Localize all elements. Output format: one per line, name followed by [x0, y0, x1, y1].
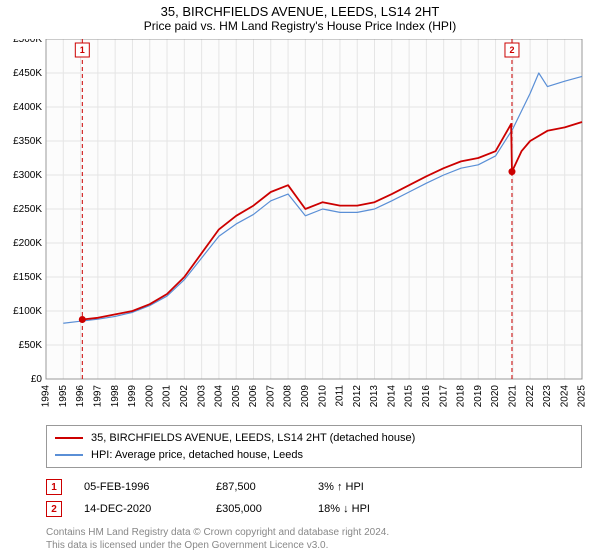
svg-text:2022: 2022: [525, 385, 536, 408]
svg-text:2020: 2020: [490, 385, 501, 408]
page-subtitle: Price paid vs. HM Land Registry's House …: [0, 19, 600, 39]
tx-pct: 18% ↓ HPI: [318, 503, 428, 515]
legend-item: 35, BIRCHFIELDS AVENUE, LEEDS, LS14 2HT …: [55, 430, 573, 447]
svg-text:2019: 2019: [473, 385, 484, 408]
legend-swatch: [55, 437, 83, 439]
svg-text:2014: 2014: [386, 385, 397, 408]
svg-text:2006: 2006: [248, 385, 259, 408]
tx-date: 14-DEC-2020: [84, 503, 194, 515]
svg-text:£150K: £150K: [13, 272, 42, 283]
svg-text:1994: 1994: [41, 385, 52, 408]
svg-text:1999: 1999: [127, 385, 138, 408]
svg-text:2004: 2004: [214, 385, 225, 408]
legend-label: HPI: Average price, detached house, Leed…: [91, 447, 303, 464]
root: 35, BIRCHFIELDS AVENUE, LEEDS, LS14 2HT …: [0, 0, 600, 560]
svg-text:£450K: £450K: [13, 68, 42, 79]
svg-text:£500K: £500K: [13, 39, 42, 45]
svg-text:2008: 2008: [283, 385, 294, 408]
svg-text:2005: 2005: [231, 385, 242, 408]
tx-badge-icon: 1: [46, 479, 62, 495]
svg-text:£250K: £250K: [13, 204, 42, 215]
svg-text:2015: 2015: [404, 385, 415, 408]
legend-swatch: [55, 454, 83, 456]
tx-date: 05-FEB-1996: [84, 481, 194, 493]
svg-text:2000: 2000: [144, 385, 155, 408]
svg-text:2018: 2018: [456, 385, 467, 408]
tx-badge-icon: 2: [46, 501, 62, 517]
svg-text:2017: 2017: [438, 385, 449, 408]
svg-text:2002: 2002: [179, 385, 190, 408]
svg-text:2023: 2023: [542, 385, 553, 408]
svg-text:£0: £0: [31, 374, 43, 385]
footnote-line: This data is licensed under the Open Gov…: [46, 539, 582, 552]
svg-text:1996: 1996: [75, 385, 86, 408]
svg-text:2025: 2025: [577, 385, 588, 408]
page-title: 35, BIRCHFIELDS AVENUE, LEEDS, LS14 2HT: [0, 0, 600, 19]
svg-text:£200K: £200K: [13, 238, 42, 249]
legend-item: HPI: Average price, detached house, Leed…: [55, 447, 573, 464]
svg-text:2012: 2012: [352, 385, 363, 408]
legend-label: 35, BIRCHFIELDS AVENUE, LEEDS, LS14 2HT …: [91, 430, 415, 447]
svg-text:£50K: £50K: [19, 340, 43, 351]
svg-text:2001: 2001: [162, 385, 173, 408]
tx-price: £87,500: [216, 481, 296, 493]
svg-text:2024: 2024: [559, 385, 570, 408]
svg-text:£400K: £400K: [13, 102, 42, 113]
svg-text:2003: 2003: [196, 385, 207, 408]
svg-text:2: 2: [509, 45, 514, 55]
tx-price: £305,000: [216, 503, 296, 515]
svg-text:£350K: £350K: [13, 136, 42, 147]
table-row: 1 05-FEB-1996 £87,500 3% ↑ HPI: [46, 476, 582, 498]
legend: 35, BIRCHFIELDS AVENUE, LEEDS, LS14 2HT …: [46, 425, 582, 468]
svg-text:1: 1: [80, 45, 85, 55]
footnote-line: Contains HM Land Registry data © Crown c…: [46, 526, 582, 539]
tx-pct: 3% ↑ HPI: [318, 481, 428, 493]
svg-text:2021: 2021: [507, 385, 518, 408]
transactions-table: 1 05-FEB-1996 £87,500 3% ↑ HPI 2 14-DEC-…: [46, 476, 582, 520]
svg-text:1997: 1997: [93, 385, 104, 408]
svg-text:2016: 2016: [421, 385, 432, 408]
footnote: Contains HM Land Registry data © Crown c…: [46, 526, 582, 552]
svg-text:£100K: £100K: [13, 306, 42, 317]
svg-text:2010: 2010: [317, 385, 328, 408]
price-chart: £0 £50K £100K £150K £200K £250K £300K £350K £400…: [0, 39, 600, 419]
svg-text:£300K: £300K: [13, 170, 42, 181]
svg-text:2007: 2007: [265, 385, 276, 408]
svg-text:2009: 2009: [300, 385, 311, 408]
svg-text:2013: 2013: [369, 385, 380, 408]
svg-text:1998: 1998: [110, 385, 121, 408]
svg-text:2011: 2011: [335, 385, 346, 407]
svg-text:1995: 1995: [58, 385, 69, 408]
table-row: 2 14-DEC-2020 £305,000 18% ↓ HPI: [46, 498, 582, 520]
